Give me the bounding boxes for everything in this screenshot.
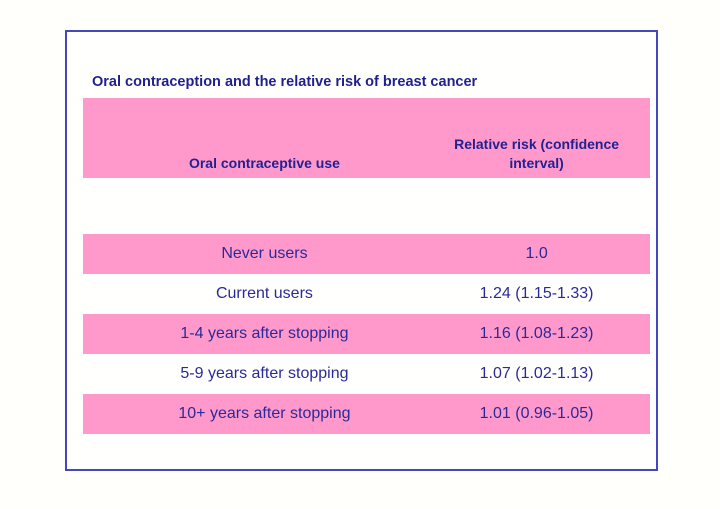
table-row-5-9-years: 5-9 years after stopping 1.07 (1.02-1.13… (83, 354, 650, 394)
slide-title: Oral contraception and the relative risk… (92, 74, 478, 90)
cell-risk: 1.01 (0.96-1.05) (479, 405, 594, 422)
table-row-10-plus-years: 10+ years after stopping 1.01 (0.96-1.05… (83, 394, 650, 434)
header-cell-oral-contraceptive-use: Oral contraceptive use (188, 155, 340, 171)
risk-table: Oral contraceptive use Relative risk (co… (83, 98, 650, 434)
cell-risk: 1.24 (1.15-1.33) (479, 285, 594, 302)
cell-risk: 1.16 (1.08-1.23) (479, 325, 594, 342)
cell-risk: 1.07 (1.02-1.13) (479, 365, 594, 382)
header-cell-relative-risk: Relative risk (confidence interval) (454, 136, 620, 171)
cell-use: 10+ years after stopping (178, 405, 351, 422)
cell-use: Current users (215, 285, 313, 302)
cell-use: 1-4 years after stopping (180, 325, 349, 342)
cell-use: Never users (221, 245, 308, 262)
cell-use: 5-9 years after stopping (180, 365, 349, 382)
header-cell-empty (627, 98, 650, 178)
table-row-current-users: Current users 1.24 (1.15-1.33) (83, 274, 650, 314)
table-row-1-4-years: 1-4 years after stopping 1.16 (1.08-1.23… (83, 314, 650, 354)
table-spacer-row (83, 178, 650, 234)
slide-frame: Oral contraception and the relative risk… (65, 30, 658, 471)
cell-risk: 1.0 (525, 245, 548, 262)
table-header-row: Oral contraceptive use Relative risk (co… (83, 98, 650, 178)
table-row-never-users: Never users 1.0 (83, 234, 650, 274)
